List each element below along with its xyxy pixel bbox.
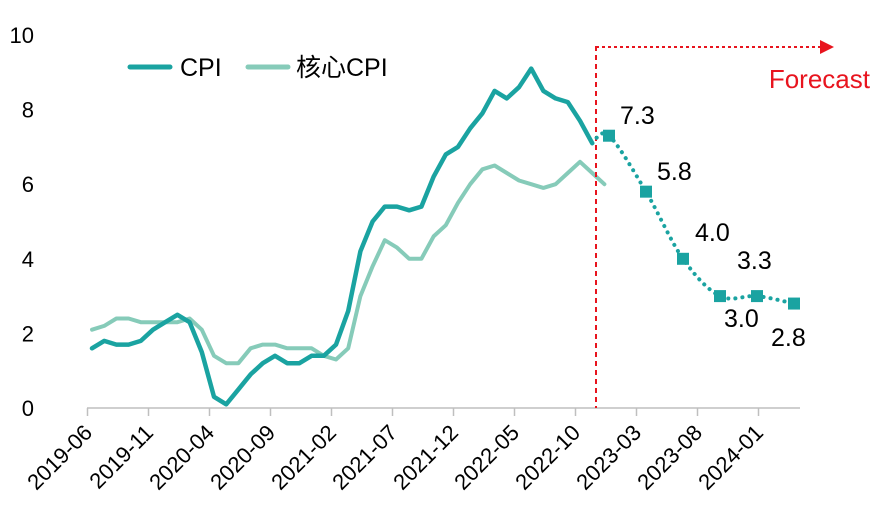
y-tick-label: 4 xyxy=(22,247,34,272)
x-tick-label: 2022-10 xyxy=(510,420,585,495)
y-tick-label: 0 xyxy=(22,396,34,421)
x-tick-labels: 2019-062019-112020-042020-092021-022021-… xyxy=(22,420,768,495)
legend-core-cpi-label: 核心CPI xyxy=(296,54,388,82)
legend-cpi-label: CPI xyxy=(180,54,222,82)
x-tick-label: 2024-01 xyxy=(693,420,768,495)
series-lines xyxy=(89,66,607,407)
forecast-data-label: 3.3 xyxy=(737,247,772,275)
x-tick-label: 2022-05 xyxy=(449,420,524,495)
x-tick-label: 2023-03 xyxy=(571,420,646,495)
core-cpi-line xyxy=(90,159,607,366)
forecast-marker xyxy=(751,290,763,303)
y-tick-label: 8 xyxy=(22,98,34,123)
forecast-label: Forecast xyxy=(769,64,871,94)
x-tick-label: 2019-06 xyxy=(22,420,97,495)
y-tick-label: 2 xyxy=(22,321,34,346)
x-tick-label: 2020-04 xyxy=(144,420,219,495)
forecast-marker xyxy=(714,290,726,303)
y-tick-label: 6 xyxy=(22,172,34,197)
x-tick-label: 2020-09 xyxy=(205,420,280,495)
forecast-arrow-head xyxy=(820,40,834,54)
forecast-group: Forecast 7.35.8 4.03.3 3.0 2.8 xyxy=(590,40,871,408)
forecast-data-label: 7.3 xyxy=(620,102,655,130)
x-tick-label: 2021-02 xyxy=(266,420,341,495)
x-tick-label: 2023-08 xyxy=(632,420,707,495)
cpi-line xyxy=(89,66,595,407)
y-tick-labels: 0 2 4 6 8 10 xyxy=(10,23,34,421)
forecast-data-label: 3.0 xyxy=(724,305,759,333)
y-tick-label: 10 xyxy=(10,23,34,48)
forecast-data-label: 2.8 xyxy=(771,324,806,352)
x-tick-label: 2021-12 xyxy=(388,420,463,495)
legend: CPI 核心CPI xyxy=(127,54,388,82)
forecast-marker xyxy=(788,297,800,310)
axes xyxy=(86,407,800,416)
x-tick-label: 2021-07 xyxy=(327,420,402,495)
forecast-data-label: 4.0 xyxy=(695,219,730,247)
forecast-dotted-line xyxy=(590,131,796,306)
forecast-marker xyxy=(603,129,615,142)
forecast-marker xyxy=(640,185,652,198)
forecast-marker xyxy=(677,252,689,265)
forecast-data-label: 5.8 xyxy=(657,158,692,186)
x-tick-label: 2019-11 xyxy=(84,420,158,494)
